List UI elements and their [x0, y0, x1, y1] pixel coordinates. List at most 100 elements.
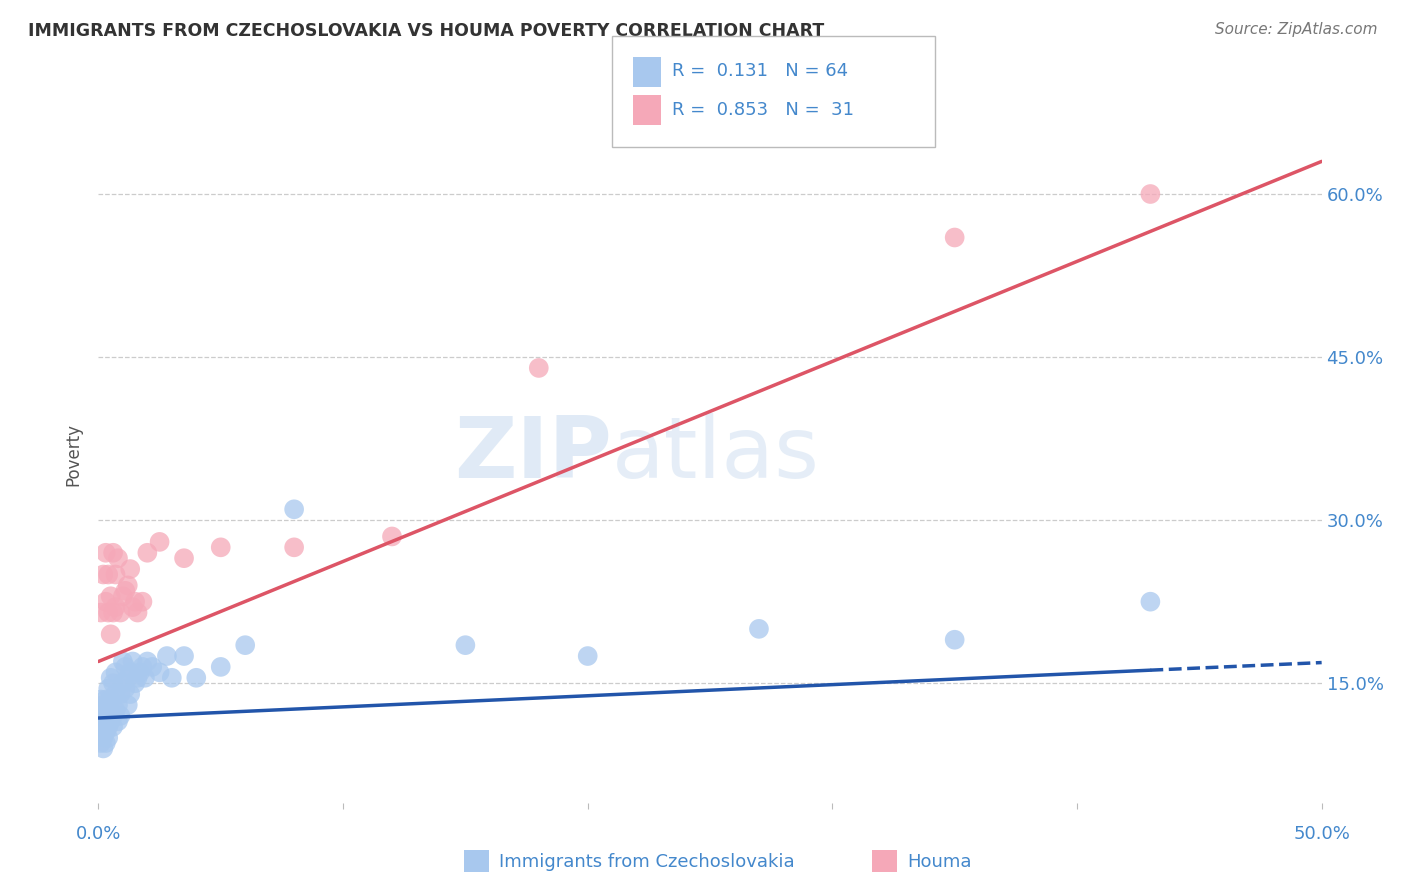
Point	[97, 681, 120, 696]
Point	[149, 665, 172, 680]
Point	[107, 551, 129, 566]
Point	[104, 567, 127, 582]
Point	[110, 687, 132, 701]
Text: Source: ZipAtlas.com: Source: ZipAtlas.com	[1215, 22, 1378, 37]
Point	[173, 551, 195, 566]
Point	[104, 687, 127, 701]
Point	[91, 731, 114, 745]
Point	[94, 736, 117, 750]
Point	[160, 671, 183, 685]
Point	[101, 546, 124, 560]
Point	[97, 606, 120, 620]
Y-axis label: Poverty: Poverty	[65, 424, 83, 486]
Point	[94, 703, 117, 717]
Text: Immigrants from Czechoslovakia: Immigrants from Czechoslovakia	[499, 853, 794, 871]
Point	[90, 692, 112, 706]
Point	[156, 648, 179, 663]
Point	[149, 534, 172, 549]
Point	[94, 714, 117, 729]
Point	[101, 720, 124, 734]
Point	[90, 703, 112, 717]
Point	[100, 671, 122, 685]
Point	[131, 595, 153, 609]
Point	[100, 627, 122, 641]
Point	[91, 720, 114, 734]
Point	[127, 671, 149, 685]
Point	[91, 698, 114, 712]
Point	[117, 578, 139, 592]
Text: atlas: atlas	[612, 413, 820, 497]
Point	[117, 698, 139, 712]
Point	[1139, 595, 1161, 609]
Point	[90, 725, 112, 739]
Point	[100, 703, 122, 717]
Point	[101, 606, 124, 620]
Point	[104, 703, 127, 717]
Point	[121, 600, 143, 615]
Point	[94, 692, 117, 706]
Point	[114, 660, 136, 674]
Point	[131, 660, 153, 674]
Text: 50.0%: 50.0%	[1294, 825, 1350, 843]
Point	[91, 567, 114, 582]
Point	[141, 660, 163, 674]
Point	[97, 567, 120, 582]
Point	[136, 655, 159, 669]
Point	[107, 714, 129, 729]
Point	[120, 665, 142, 680]
Point	[186, 671, 208, 685]
Point	[748, 622, 770, 636]
Point	[233, 638, 256, 652]
Point	[97, 731, 120, 745]
Point	[90, 606, 112, 620]
Point	[100, 714, 122, 729]
Point	[136, 546, 159, 560]
Point	[97, 698, 120, 712]
Point	[283, 541, 305, 555]
Point	[454, 638, 477, 652]
Point	[114, 681, 136, 696]
Point	[120, 562, 142, 576]
Point	[576, 648, 599, 663]
Point	[94, 725, 117, 739]
Point	[91, 741, 114, 756]
Point	[209, 541, 232, 555]
Point	[94, 595, 117, 609]
Point	[117, 671, 139, 685]
Point	[1139, 187, 1161, 202]
Point	[129, 665, 152, 680]
Point	[100, 589, 122, 603]
Point	[124, 595, 146, 609]
Point	[121, 655, 143, 669]
Point	[943, 632, 966, 647]
Point	[381, 529, 404, 543]
Point	[124, 676, 146, 690]
Text: IMMIGRANTS FROM CZECHOSLOVAKIA VS HOUMA POVERTY CORRELATION CHART: IMMIGRANTS FROM CZECHOSLOVAKIA VS HOUMA …	[28, 22, 824, 40]
Point	[90, 736, 112, 750]
Point	[101, 676, 124, 690]
Point	[120, 687, 142, 701]
Point	[111, 655, 134, 669]
Point	[209, 660, 232, 674]
Point	[104, 665, 127, 680]
Point	[100, 692, 122, 706]
Point	[283, 502, 305, 516]
Point	[94, 546, 117, 560]
Point	[114, 583, 136, 598]
Point	[91, 714, 114, 729]
Text: R =  0.853   N =  31: R = 0.853 N = 31	[672, 101, 853, 119]
Text: R =  0.131   N = 64: R = 0.131 N = 64	[672, 62, 848, 80]
Point	[134, 671, 156, 685]
Point	[111, 676, 134, 690]
Point	[107, 698, 129, 712]
Point	[90, 714, 112, 729]
Point	[104, 600, 127, 615]
Point	[111, 589, 134, 603]
Point	[127, 606, 149, 620]
Point	[110, 606, 132, 620]
Point	[101, 708, 124, 723]
Point	[110, 708, 132, 723]
Text: ZIP: ZIP	[454, 413, 612, 497]
Point	[97, 708, 120, 723]
Text: Houma: Houma	[907, 853, 972, 871]
